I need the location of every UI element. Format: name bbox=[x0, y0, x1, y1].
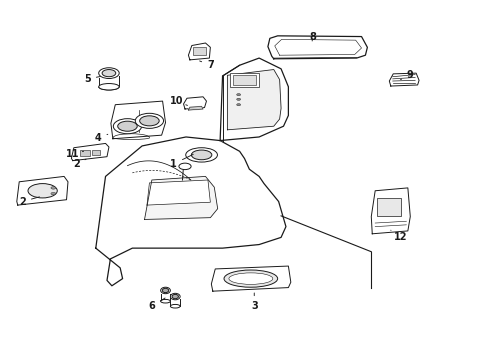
Bar bbox=[376, 198, 400, 216]
Ellipse shape bbox=[51, 192, 56, 195]
Ellipse shape bbox=[191, 150, 211, 160]
Polygon shape bbox=[220, 58, 288, 140]
Text: 8: 8 bbox=[309, 32, 316, 41]
Ellipse shape bbox=[224, 270, 277, 287]
Polygon shape bbox=[388, 73, 418, 86]
Polygon shape bbox=[370, 188, 409, 234]
Ellipse shape bbox=[170, 305, 180, 308]
Ellipse shape bbox=[140, 116, 159, 126]
Polygon shape bbox=[71, 143, 109, 161]
Bar bbox=[80, 150, 90, 156]
Text: 6: 6 bbox=[148, 298, 165, 311]
Polygon shape bbox=[188, 107, 203, 110]
Ellipse shape bbox=[179, 163, 191, 170]
Bar bbox=[192, 47, 206, 55]
Text: 11: 11 bbox=[66, 149, 83, 159]
Ellipse shape bbox=[160, 287, 170, 294]
Ellipse shape bbox=[160, 300, 170, 303]
Text: 12: 12 bbox=[390, 230, 407, 242]
Ellipse shape bbox=[51, 186, 56, 189]
Bar bbox=[232, 75, 256, 85]
Bar bbox=[92, 150, 100, 155]
Ellipse shape bbox=[118, 121, 137, 131]
Ellipse shape bbox=[236, 104, 240, 106]
Ellipse shape bbox=[113, 119, 142, 134]
Text: 1: 1 bbox=[170, 154, 193, 169]
Bar bbox=[229, 73, 259, 87]
Polygon shape bbox=[227, 69, 281, 130]
Polygon shape bbox=[183, 97, 206, 109]
Ellipse shape bbox=[99, 68, 119, 78]
Text: 7: 7 bbox=[199, 60, 213, 70]
Ellipse shape bbox=[28, 184, 57, 198]
Text: 9: 9 bbox=[400, 70, 413, 80]
Text: 2: 2 bbox=[73, 159, 86, 169]
Polygon shape bbox=[144, 176, 217, 220]
Polygon shape bbox=[211, 266, 290, 291]
Ellipse shape bbox=[236, 94, 240, 96]
Text: 4: 4 bbox=[95, 133, 107, 143]
Ellipse shape bbox=[236, 98, 240, 100]
Ellipse shape bbox=[185, 148, 217, 162]
Polygon shape bbox=[147, 180, 210, 205]
Ellipse shape bbox=[135, 113, 163, 129]
Ellipse shape bbox=[162, 288, 168, 293]
Text: 3: 3 bbox=[250, 293, 257, 311]
Polygon shape bbox=[17, 176, 68, 205]
Text: 2: 2 bbox=[19, 197, 40, 207]
Polygon shape bbox=[267, 36, 366, 59]
Ellipse shape bbox=[99, 84, 119, 90]
Ellipse shape bbox=[228, 273, 272, 284]
Polygon shape bbox=[96, 137, 285, 286]
Ellipse shape bbox=[172, 294, 178, 299]
Ellipse shape bbox=[170, 293, 180, 300]
Ellipse shape bbox=[102, 69, 116, 77]
Text: 5: 5 bbox=[84, 74, 100, 84]
Polygon shape bbox=[188, 43, 210, 60]
Polygon shape bbox=[111, 101, 165, 139]
Text: 10: 10 bbox=[169, 96, 187, 106]
